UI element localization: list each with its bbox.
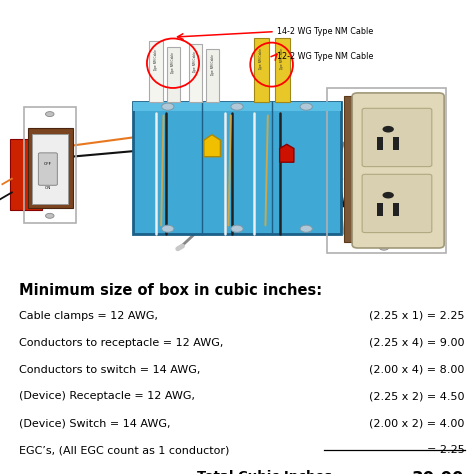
Text: Type NM Cable: Type NM Cable [281,48,284,70]
Text: 30.00: 30.00 [412,470,465,474]
FancyBboxPatch shape [133,102,341,111]
Text: 12-2 WG Type NM Cable: 12-2 WG Type NM Cable [277,52,374,61]
Text: (2.00 x 4) = 8.00: (2.00 x 4) = 8.00 [369,365,465,374]
Circle shape [383,192,394,199]
Text: (2.25 x 2) = 4.50: (2.25 x 2) = 4.50 [369,392,465,401]
FancyBboxPatch shape [38,153,57,185]
FancyBboxPatch shape [28,128,73,208]
Circle shape [383,126,394,133]
FancyBboxPatch shape [32,134,68,204]
FancyBboxPatch shape [393,137,399,150]
Circle shape [231,103,243,110]
Text: = 2.25: = 2.25 [427,445,465,455]
Text: 14-2 WG Type NM Cable: 14-2 WG Type NM Cable [277,27,374,36]
Circle shape [300,225,312,232]
FancyBboxPatch shape [206,49,219,102]
Circle shape [379,93,389,99]
FancyBboxPatch shape [254,38,269,102]
Text: Type NM Cable: Type NM Cable [154,49,158,72]
Text: (2.25 x 4) = 9.00: (2.25 x 4) = 9.00 [369,337,465,347]
Circle shape [162,103,174,110]
Circle shape [379,245,389,250]
Circle shape [300,103,312,110]
FancyBboxPatch shape [377,137,383,150]
Polygon shape [204,135,220,157]
Text: Conductors to receptacle = 12 AWG,: Conductors to receptacle = 12 AWG, [19,337,223,347]
Text: Conductors to switch = 14 AWG,: Conductors to switch = 14 AWG, [19,365,200,374]
FancyBboxPatch shape [344,96,365,242]
Text: Type NM Cable: Type NM Cable [259,48,263,70]
Text: Minimum size of box in cubic inches:: Minimum size of box in cubic inches: [19,283,322,298]
Text: (Device) Receptacle = 12 AWG,: (Device) Receptacle = 12 AWG, [19,392,195,401]
FancyBboxPatch shape [167,47,180,102]
Text: Type NM Cable: Type NM Cable [211,54,215,75]
FancyBboxPatch shape [149,41,163,102]
FancyBboxPatch shape [189,44,202,102]
Circle shape [46,111,54,117]
FancyBboxPatch shape [377,203,383,216]
FancyBboxPatch shape [362,174,432,233]
Text: (Device) Switch = 14 AWG,: (Device) Switch = 14 AWG, [19,418,170,428]
FancyBboxPatch shape [393,203,399,216]
Text: Cable clamps = 12 AWG,: Cable clamps = 12 AWG, [19,311,158,321]
FancyBboxPatch shape [275,38,290,102]
Text: Total Cubic Inches: Total Cubic Inches [197,470,332,474]
FancyBboxPatch shape [362,109,432,166]
Text: Type NM Cable: Type NM Cable [172,52,175,74]
Text: EGC’s, (All EGC count as 1 conductor): EGC’s, (All EGC count as 1 conductor) [19,445,229,455]
Text: (2.00 x 2) = 4.00: (2.00 x 2) = 4.00 [369,418,465,428]
Text: ON: ON [45,186,51,191]
Circle shape [162,225,174,232]
Circle shape [231,225,243,232]
FancyBboxPatch shape [10,139,42,210]
FancyBboxPatch shape [352,93,444,248]
Text: Type NM Cable: Type NM Cable [193,51,197,73]
Text: OFF: OFF [44,162,52,165]
Circle shape [46,213,54,219]
Polygon shape [280,144,294,162]
FancyBboxPatch shape [133,102,341,234]
Text: (2.25 x 1) = 2.25: (2.25 x 1) = 2.25 [369,311,465,321]
